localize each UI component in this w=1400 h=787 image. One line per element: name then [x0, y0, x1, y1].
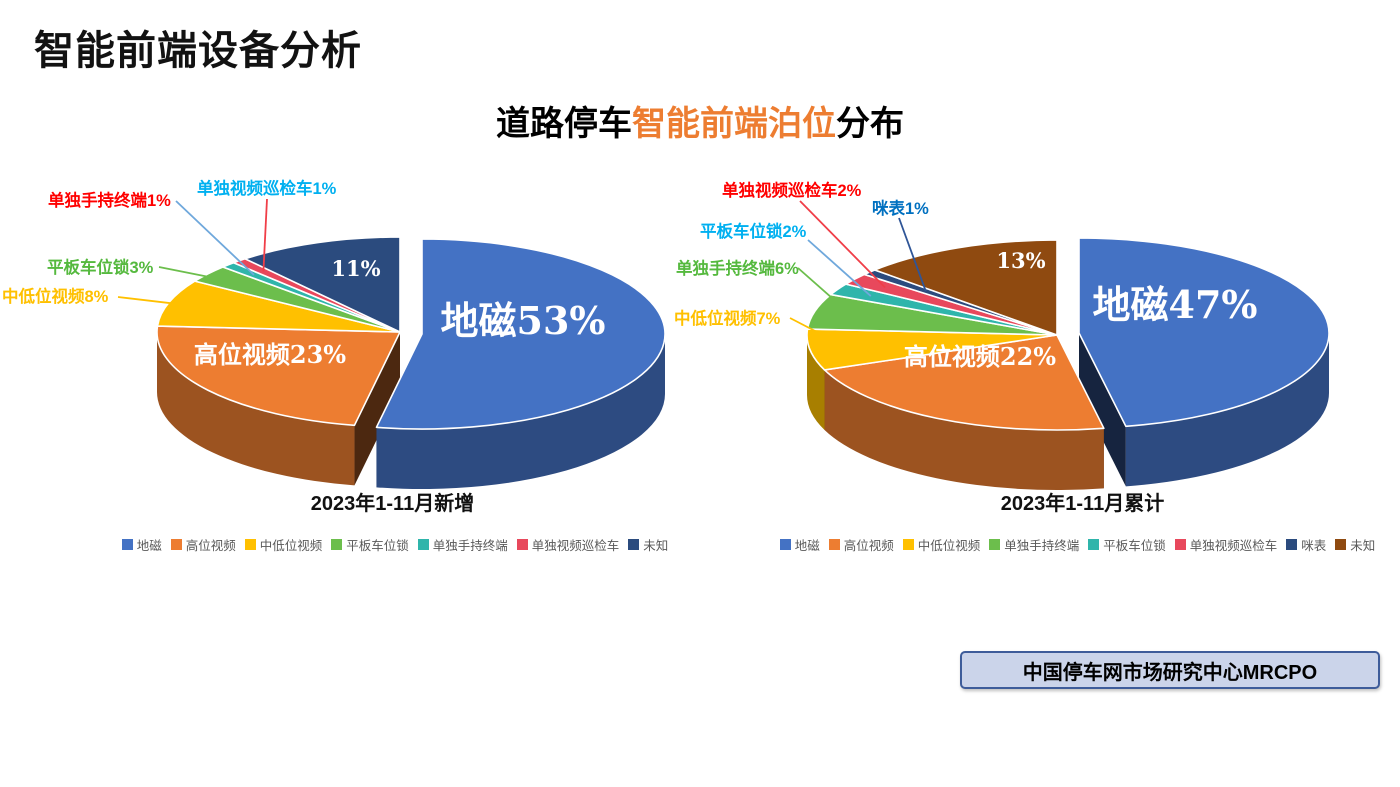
legend-swatch	[1286, 539, 1298, 550]
pie-1-callout-line	[797, 267, 852, 316]
legend-swatch	[902, 539, 914, 550]
pie-1-slice-value-label: 地磁47%	[1093, 282, 1258, 327]
legend-item: 平板车位锁	[331, 535, 409, 554]
source-box-label: 中国停车网市场研究中心MRCPO	[1022, 661, 1318, 684]
pie-0-callout-line	[175, 200, 255, 276]
pie-0-slice-value-label: 11%	[331, 256, 380, 281]
left-chart-caption: 2023年1-11月新增	[310, 493, 475, 515]
pie-1-slice-2	[806, 328, 1058, 371]
pie-1-callout-line	[898, 217, 927, 292]
pie-0-callout-label: 平板车位锁3%	[47, 257, 154, 277]
pie-0-callout-label: 单独视频巡检车1%	[197, 178, 337, 198]
source-box: 中国停车网市场研究中心MRCPO	[960, 651, 1380, 689]
legend-label: 地磁	[136, 539, 162, 553]
legend-label: 未知	[643, 539, 669, 553]
legend-swatch	[417, 539, 429, 550]
pie-0-callout-line	[158, 266, 237, 284]
legend-swatch	[989, 539, 1001, 550]
pie-1-callout-label: 单独手持终端6%	[676, 258, 799, 278]
pie-1-callout-label: 单独视频巡检车2%	[722, 180, 862, 200]
legend-item: 未知	[1335, 535, 1375, 554]
legend-item: 高位视频	[828, 535, 894, 554]
pie-0-slice-value-label: 地磁53%	[441, 298, 606, 343]
legend-item: 地磁	[121, 535, 162, 554]
legend-label: 高位视频	[843, 539, 894, 553]
legend-label: 中低位视频	[917, 539, 981, 553]
legend-swatch	[1174, 539, 1186, 550]
pie-0-callout-label: 单独手持终端1%	[48, 190, 171, 210]
legend-swatch	[828, 539, 840, 550]
pie-1-slice-value-label: 高位视频22%	[904, 342, 1056, 371]
legend-label: 平板车位锁	[346, 539, 409, 553]
legend-item: 单独视频巡检车	[516, 535, 620, 554]
right-chart-caption: 2023年1-11月累计	[1000, 493, 1165, 515]
pie-0-callout-line	[117, 296, 204, 308]
chart-title-accent: 智能前端泊位	[632, 105, 836, 143]
pie-0-callout-label: 中低位视频8%	[2, 286, 109, 306]
legend-item: 高位视频	[170, 535, 236, 554]
legend-item: 地磁	[779, 535, 820, 554]
legend-label: 咪表	[1301, 539, 1327, 553]
chart-title-part-3: 分布	[836, 105, 904, 143]
pie-0-slice-value-label: 高位视频23%	[194, 340, 346, 369]
legend-label: 单独手持终端	[1004, 539, 1080, 553]
chart-title-part-1: 道路停车	[496, 105, 632, 143]
pie-0-slice-0	[375, 238, 666, 430]
legend-swatch	[121, 539, 133, 550]
legend-item: 中低位视频	[902, 535, 981, 554]
pie-1-callout-line	[807, 239, 872, 297]
pie-1-slice-1	[823, 334, 1105, 431]
pie-1: 单独视频巡检车2% 咪表1% 平板车位锁2% 单独手持终端6% 中低位视频7% 地磁47%…	[674, 180, 1330, 490]
pie-1-callout-line	[799, 200, 886, 289]
legend-item: 咪表	[1286, 535, 1326, 554]
legend-label: 中低位视频	[259, 539, 323, 553]
legend-label: 单独视频巡检车	[1189, 539, 1278, 553]
pie-1-callout-label: 咪表1%	[872, 198, 929, 218]
legend-item: 单独视频巡检车	[1174, 535, 1278, 554]
pie-0-callout-line	[262, 198, 268, 272]
pie-1-callout-line	[789, 317, 848, 349]
legend-swatch	[516, 539, 528, 550]
legend-item: 中低位视频	[244, 535, 323, 554]
pie-1-cut-wall-0	[1079, 333, 1126, 487]
legend-item: 未知	[628, 535, 668, 554]
right-chart-legend: 地磁 高位视频 中低位视频 单独手持终端 平板车位锁 单独视频巡检车 咪表 未知	[765, 535, 1390, 554]
legend-swatch	[628, 539, 640, 550]
pie-1-slice-7	[873, 239, 1058, 336]
pie-0-slice-6	[244, 236, 401, 333]
legend-label: 高位视频	[185, 539, 236, 553]
pie-0-cut-wall-1	[354, 332, 400, 486]
legend-label: 未知	[1350, 539, 1376, 553]
legend-label: 地磁	[794, 539, 820, 553]
legend-swatch	[779, 539, 791, 550]
pie-0: 单独手持终端1% 单独视频巡检车1% 平板车位锁3% 中低位视频8% 地磁53% 高位视频…	[2, 178, 666, 489]
pie-1-slice-value-label: 13%	[996, 248, 1045, 273]
legend-swatch	[1088, 539, 1100, 550]
pie-1-side-1	[824, 369, 1104, 490]
legend-item: 平板车位锁	[1088, 535, 1166, 554]
legend-item: 单独手持终端	[417, 535, 508, 554]
legend-label: 平板车位锁	[1103, 539, 1166, 553]
pie-1-slice-0	[1078, 237, 1330, 428]
legend-swatch	[1335, 539, 1347, 550]
pie-1-callout-label: 中低位视频7%	[674, 308, 781, 328]
chart-main-title: 道路停车智能前端泊位分布	[0, 96, 1400, 145]
legend-swatch	[331, 539, 343, 550]
page-title: 智能前端设备分析	[34, 29, 362, 73]
pie-charts-canvas: 单独手持终端1% 单独视频巡检车1% 平板车位锁3% 中低位视频8% 地磁53% 高位视频…	[2, 178, 1330, 490]
pie-0-side-0	[376, 334, 665, 489]
legend-swatch	[244, 539, 256, 550]
legend-label: 单独视频巡检车	[531, 539, 620, 553]
legend-label: 单独手持终端	[432, 539, 508, 553]
pie-0-slice-1	[156, 325, 401, 427]
legend-item: 单独手持终端	[989, 535, 1079, 554]
legend-swatch	[170, 539, 182, 550]
left-chart-legend: 地磁 高位视频 中低位视频 平板车位锁 单独手持终端 单独视频巡检车 未知	[100, 535, 690, 554]
pie-1-side-2	[807, 335, 825, 430]
pie-1-callout-label: 平板车位锁2%	[700, 221, 807, 241]
